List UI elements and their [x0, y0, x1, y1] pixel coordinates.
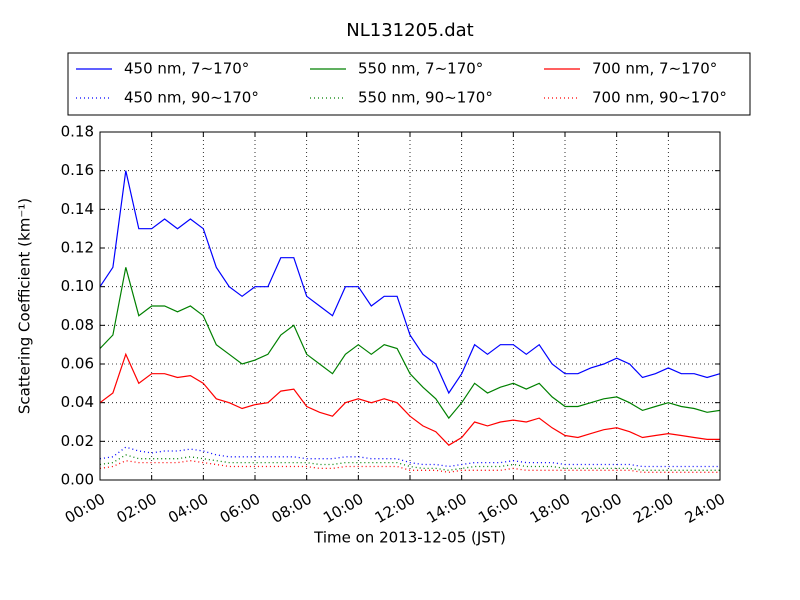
- y-tick-label: 0.06: [61, 355, 94, 373]
- legend-label: 700 nm, 90∼170°: [592, 89, 727, 107]
- series-line: [99, 170, 721, 395]
- plot-frame: [99, 131, 721, 481]
- legend-label: 550 nm, 90∼170°: [358, 89, 493, 107]
- y-tick-label: 0.10: [61, 277, 94, 295]
- y-axis-label: Scattering Coefficient (km⁻¹): [16, 198, 34, 414]
- series-line: [99, 446, 720, 468]
- series-line: [99, 460, 720, 473]
- y-tick-label: 0.18: [61, 123, 94, 141]
- legend-label: 450 nm, 90∼170°: [124, 89, 259, 107]
- series-line: [99, 267, 721, 420]
- legend-label: 700 nm, 7∼170°: [592, 60, 717, 78]
- legend-label: 550 nm, 7∼170°: [358, 60, 483, 78]
- y-tick-label: 0.00: [61, 471, 94, 489]
- y-tick-label: 0.16: [61, 161, 94, 179]
- y-tick-label: 0.08: [61, 316, 94, 334]
- series-line: [99, 352, 720, 446]
- legend-label: 450 nm, 7∼170°: [124, 60, 249, 78]
- x-axis-label: Time on 2013-12-05 (JST): [313, 529, 506, 547]
- y-tick-label: 0.04: [61, 393, 94, 411]
- y-tick-label: 0.02: [61, 432, 94, 450]
- legend-box: [67, 52, 751, 116]
- y-tick-label: 0.12: [61, 239, 94, 257]
- chart-title: NL131205.dat: [346, 20, 473, 41]
- y-tick-label: 0.14: [61, 200, 94, 218]
